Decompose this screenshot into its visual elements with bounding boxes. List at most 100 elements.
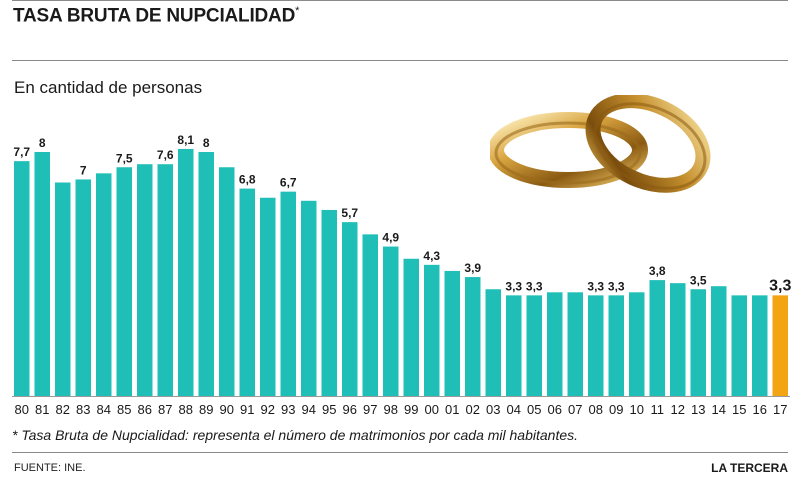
data-label-85: 7,5 xyxy=(116,151,133,165)
data-label-08: 3,3 xyxy=(587,279,604,293)
top-rule xyxy=(12,0,788,1)
x-tick-88: 88 xyxy=(179,402,193,417)
bar-06 xyxy=(547,292,563,396)
bar-84 xyxy=(96,173,112,396)
x-tick-04: 04 xyxy=(507,402,521,417)
bar-86 xyxy=(137,164,153,396)
wedding-rings-illustration xyxy=(490,95,711,193)
bar-92 xyxy=(260,197,276,396)
title-divider xyxy=(12,60,788,61)
data-label-02: 3,9 xyxy=(464,261,481,275)
bar-90 xyxy=(219,167,235,396)
bar-07 xyxy=(567,292,583,396)
title-asterisk: * xyxy=(295,5,300,17)
x-tick-87: 87 xyxy=(158,402,172,417)
x-tick-82: 82 xyxy=(56,402,70,417)
bar-04 xyxy=(506,295,522,396)
bar-98 xyxy=(383,246,399,396)
x-tick-89: 89 xyxy=(199,402,213,417)
x-tick-92: 92 xyxy=(261,402,275,417)
bar-81 xyxy=(34,152,50,396)
x-tick-83: 83 xyxy=(76,402,90,417)
data-label-04: 3,3 xyxy=(505,279,522,293)
bar-13 xyxy=(690,289,706,396)
bar-91 xyxy=(239,188,255,396)
bar-08 xyxy=(588,295,604,396)
x-tick-93: 93 xyxy=(281,402,295,417)
x-tick-99: 99 xyxy=(404,402,418,417)
data-label-96: 5,7 xyxy=(341,206,358,220)
bar-15 xyxy=(731,295,747,396)
bar-97 xyxy=(362,234,378,396)
x-tick-02: 02 xyxy=(466,402,480,417)
data-label-93: 6,7 xyxy=(280,176,297,190)
bar-17 xyxy=(772,295,788,396)
bar-02 xyxy=(465,277,481,396)
source-credit: FUENTE: INE. xyxy=(14,462,86,474)
chart-footnote: * Tasa Bruta de Nupcialidad: representa … xyxy=(12,427,579,443)
data-label-91: 6,8 xyxy=(239,173,256,187)
x-tick-98: 98 xyxy=(384,402,398,417)
x-tick-86: 86 xyxy=(138,402,152,417)
bar-80 xyxy=(14,161,30,396)
x-tick-15: 15 xyxy=(732,402,746,417)
data-label-81: 8 xyxy=(39,136,46,150)
bar-14 xyxy=(711,286,727,396)
data-label-17: 3,3 xyxy=(769,277,791,294)
x-tick-09: 09 xyxy=(609,402,623,417)
chart-subtitle: En cantidad de personas xyxy=(14,78,203,97)
x-tick-06: 06 xyxy=(548,402,562,417)
bar-11 xyxy=(649,280,665,396)
data-label-13: 3,5 xyxy=(690,273,707,287)
x-tick-12: 12 xyxy=(671,402,685,417)
bar-85 xyxy=(116,167,132,396)
x-tick-08: 08 xyxy=(589,402,603,417)
bar-96 xyxy=(342,222,358,396)
x-tick-80: 80 xyxy=(15,402,29,417)
bar-09 xyxy=(608,295,624,396)
bar-03 xyxy=(485,289,501,396)
right-ring-edge xyxy=(593,102,707,190)
data-label-11: 3,8 xyxy=(649,264,666,278)
x-tick-95: 95 xyxy=(322,402,336,417)
x-tick-03: 03 xyxy=(486,402,500,417)
x-tick-17: 17 xyxy=(773,402,787,417)
x-tick-84: 84 xyxy=(97,402,111,417)
bar-16 xyxy=(752,295,768,396)
bar-89 xyxy=(198,152,214,396)
x-tick-90: 90 xyxy=(220,402,234,417)
bar-87 xyxy=(157,164,173,396)
x-tick-91: 91 xyxy=(240,402,254,417)
bar-10 xyxy=(629,292,645,396)
x-tick-00: 00 xyxy=(425,402,439,417)
bar-94 xyxy=(301,200,317,396)
x-tick-81: 81 xyxy=(35,402,49,417)
bar-83 xyxy=(75,179,91,396)
page-title: TASA BRUTA DE NUPCIALIDAD* xyxy=(13,5,300,27)
data-label-88: 8,1 xyxy=(177,133,194,147)
x-tick-05: 05 xyxy=(527,402,541,417)
footer-rule xyxy=(12,452,788,453)
x-tick-11: 11 xyxy=(651,402,665,417)
bar-82 xyxy=(55,182,71,396)
x-tick-13: 13 xyxy=(691,402,705,417)
bar-99 xyxy=(403,258,419,396)
bar-05 xyxy=(526,295,542,396)
data-label-89: 8 xyxy=(203,136,210,150)
data-label-00: 4,3 xyxy=(423,249,440,263)
bar-95 xyxy=(321,209,337,396)
x-tick-85: 85 xyxy=(117,402,131,417)
bar-00 xyxy=(424,264,440,396)
x-tick-07: 07 xyxy=(568,402,582,417)
data-label-83: 7 xyxy=(80,163,87,177)
x-tick-14: 14 xyxy=(712,402,726,417)
data-label-87: 7,6 xyxy=(157,148,174,162)
x-tick-01: 01 xyxy=(445,402,459,417)
x-tick-96: 96 xyxy=(343,402,357,417)
right-ring-band xyxy=(585,95,711,193)
bar-88 xyxy=(178,148,194,396)
bar-01 xyxy=(444,270,460,396)
data-label-80: 7,7 xyxy=(13,145,30,159)
publisher-brand: LA TERCERA xyxy=(711,461,788,475)
